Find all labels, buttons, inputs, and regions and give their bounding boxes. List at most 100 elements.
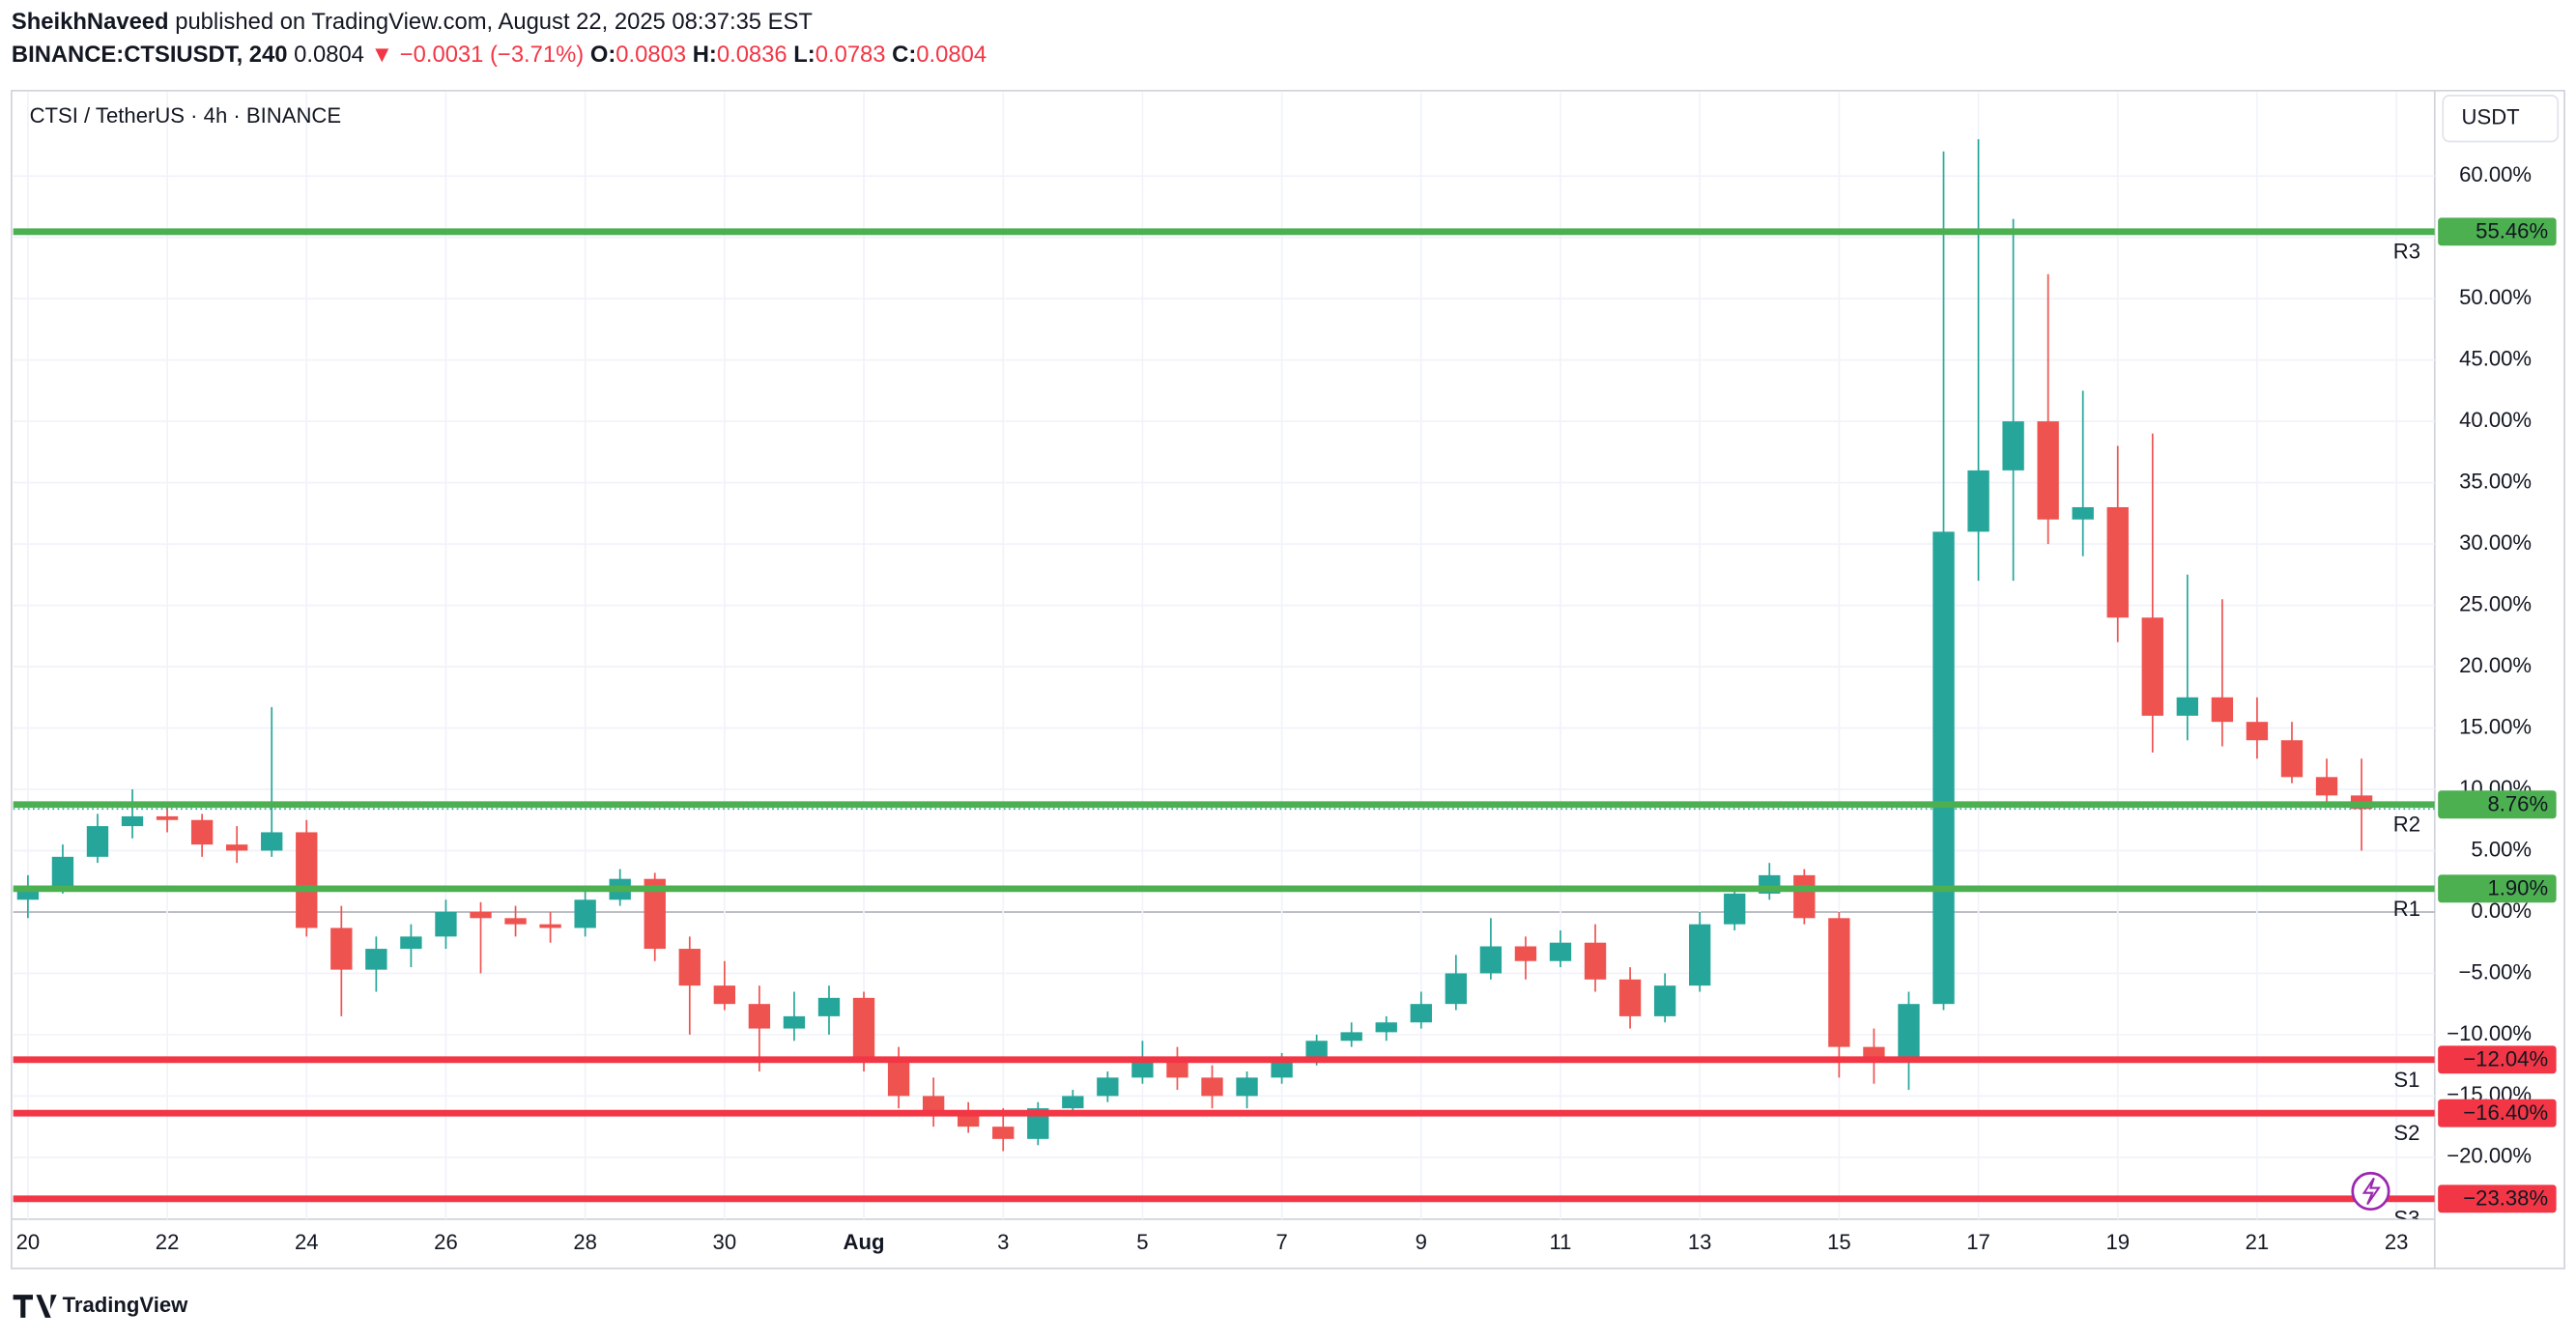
candle-body bbox=[400, 936, 422, 950]
candle-body bbox=[2176, 697, 2199, 716]
candle-body bbox=[86, 826, 109, 857]
candle-body bbox=[470, 911, 492, 919]
x-tick-label: Aug bbox=[844, 1230, 885, 1254]
candle-body bbox=[1793, 874, 1816, 919]
candle-body bbox=[2315, 777, 2338, 796]
panel-frame bbox=[11, 89, 2565, 1270]
candle-body bbox=[2246, 722, 2269, 741]
level-price-box bbox=[2438, 1184, 2557, 1213]
candle-body bbox=[1514, 946, 1537, 961]
y-tick-label: 45.00% bbox=[2459, 346, 2532, 370]
currency-button[interactable] bbox=[2442, 95, 2560, 143]
candle-body bbox=[504, 918, 527, 925]
candle-body bbox=[1340, 1032, 1362, 1041]
candle-body bbox=[1305, 1041, 1328, 1060]
y-tick-label: 15.00% bbox=[2459, 714, 2532, 738]
candle-body bbox=[1201, 1077, 1223, 1097]
candle-body bbox=[748, 1004, 771, 1029]
candle-body bbox=[2037, 421, 2059, 520]
x-tick-label: 30 bbox=[713, 1230, 737, 1254]
level-price-box bbox=[2438, 217, 2557, 246]
x-tick-label: 26 bbox=[434, 1230, 458, 1254]
candle-body bbox=[1828, 918, 1850, 1047]
symbol-line: BINANCE:CTSIUSDT, 240 0.0804 ▼ −0.0031 (… bbox=[12, 42, 987, 68]
x-tick-label: 20 bbox=[16, 1230, 41, 1254]
currency[interactable]: USDT bbox=[2462, 105, 2520, 129]
candle-body bbox=[1618, 979, 1642, 1016]
level-price-label: −12.04% bbox=[2463, 1047, 2548, 1071]
candle-body bbox=[1549, 942, 1572, 961]
candle-body bbox=[574, 899, 596, 928]
candle-body bbox=[922, 1096, 945, 1115]
alert-bolt bbox=[2361, 1177, 2381, 1206]
x-tick-label: 28 bbox=[573, 1230, 597, 1254]
candle-body bbox=[957, 1114, 980, 1127]
level-name: S2 bbox=[2393, 1121, 2419, 1145]
candle-body bbox=[1097, 1077, 1119, 1097]
level-price-label: 55.46% bbox=[2476, 219, 2548, 243]
candle-body bbox=[365, 949, 387, 970]
legend-title: CTSI / TetherUS · 4h · BINANCE bbox=[30, 103, 342, 128]
candle-body bbox=[2072, 506, 2094, 520]
candle-body bbox=[1062, 1096, 1084, 1109]
candle-body bbox=[51, 856, 74, 888]
published: published on TradingView.com, August 22,… bbox=[175, 9, 813, 35]
candle-body bbox=[713, 985, 736, 1005]
level-price-label: 8.76% bbox=[2487, 791, 2548, 815]
candle-body bbox=[435, 911, 457, 937]
level-name: R1 bbox=[2393, 897, 2420, 921]
y-tick-label: −20.00% bbox=[2447, 1144, 2532, 1168]
candle-body bbox=[1584, 942, 1607, 980]
x-tick-label: 19 bbox=[2105, 1230, 2130, 1254]
x-tick-label: 23 bbox=[2385, 1230, 2409, 1254]
candle-body bbox=[678, 949, 701, 986]
y-tick-label: 30.00% bbox=[2459, 530, 2532, 555]
alert-icon[interactable] bbox=[2351, 1171, 2390, 1212]
ohlc-key: H: bbox=[693, 42, 717, 68]
level-name: R3 bbox=[2393, 240, 2420, 264]
x-tick-label: 3 bbox=[997, 1230, 1009, 1254]
level-name: S1 bbox=[2393, 1068, 2419, 1092]
symbol: BINANCE:CTSIUSDT, 240 bbox=[12, 42, 288, 68]
last-price: 0.0804 bbox=[294, 42, 364, 68]
candle-body bbox=[1863, 1046, 1885, 1060]
candle-body bbox=[1410, 1004, 1432, 1023]
candle-body bbox=[1445, 973, 1468, 1005]
level-price-label: −16.40% bbox=[2463, 1100, 2548, 1125]
candle-body bbox=[1131, 1059, 1154, 1078]
candle-body bbox=[1166, 1059, 1188, 1078]
axes: −20.00%−15.00%−10.00%−5.00%0.00%5.00%10.… bbox=[16, 162, 2557, 1254]
candle-body bbox=[1724, 893, 1746, 925]
x-tick-label: 21 bbox=[2246, 1230, 2270, 1254]
candle-body bbox=[296, 832, 318, 928]
candle-body bbox=[156, 815, 179, 820]
author: SheikhNaveed bbox=[12, 9, 169, 35]
candle-body bbox=[1898, 1004, 1920, 1060]
candle-body bbox=[2280, 740, 2304, 778]
candle-body bbox=[2002, 421, 2024, 471]
ohlc-key: O: bbox=[590, 42, 615, 68]
candle-body bbox=[539, 924, 561, 928]
x-tick-label: 7 bbox=[1275, 1230, 1287, 1254]
level-name: R2 bbox=[2393, 813, 2420, 837]
candle-body bbox=[2106, 506, 2129, 618]
candle-body bbox=[783, 1015, 806, 1029]
plot: R3 R2 R1 S1 S2 S3 bbox=[13, 139, 2435, 1219]
ohlc-key: L: bbox=[793, 42, 815, 68]
candle-body bbox=[852, 997, 875, 1060]
level-price-box bbox=[2438, 1045, 2557, 1074]
level-price-label: 1.90% bbox=[2487, 876, 2548, 900]
candle-body bbox=[1479, 946, 1503, 974]
candle-body bbox=[992, 1127, 1015, 1139]
level-price-box bbox=[2438, 790, 2557, 819]
ohlc-value: 0.0836 bbox=[717, 42, 787, 68]
x-tick-label: 9 bbox=[1416, 1230, 1427, 1254]
y-tick-label: 35.00% bbox=[2459, 469, 2532, 493]
y-tick-label: 20.00% bbox=[2459, 653, 2532, 677]
candle-body bbox=[2211, 697, 2234, 723]
candle-body bbox=[1653, 985, 1676, 1016]
candle-body bbox=[817, 997, 841, 1016]
